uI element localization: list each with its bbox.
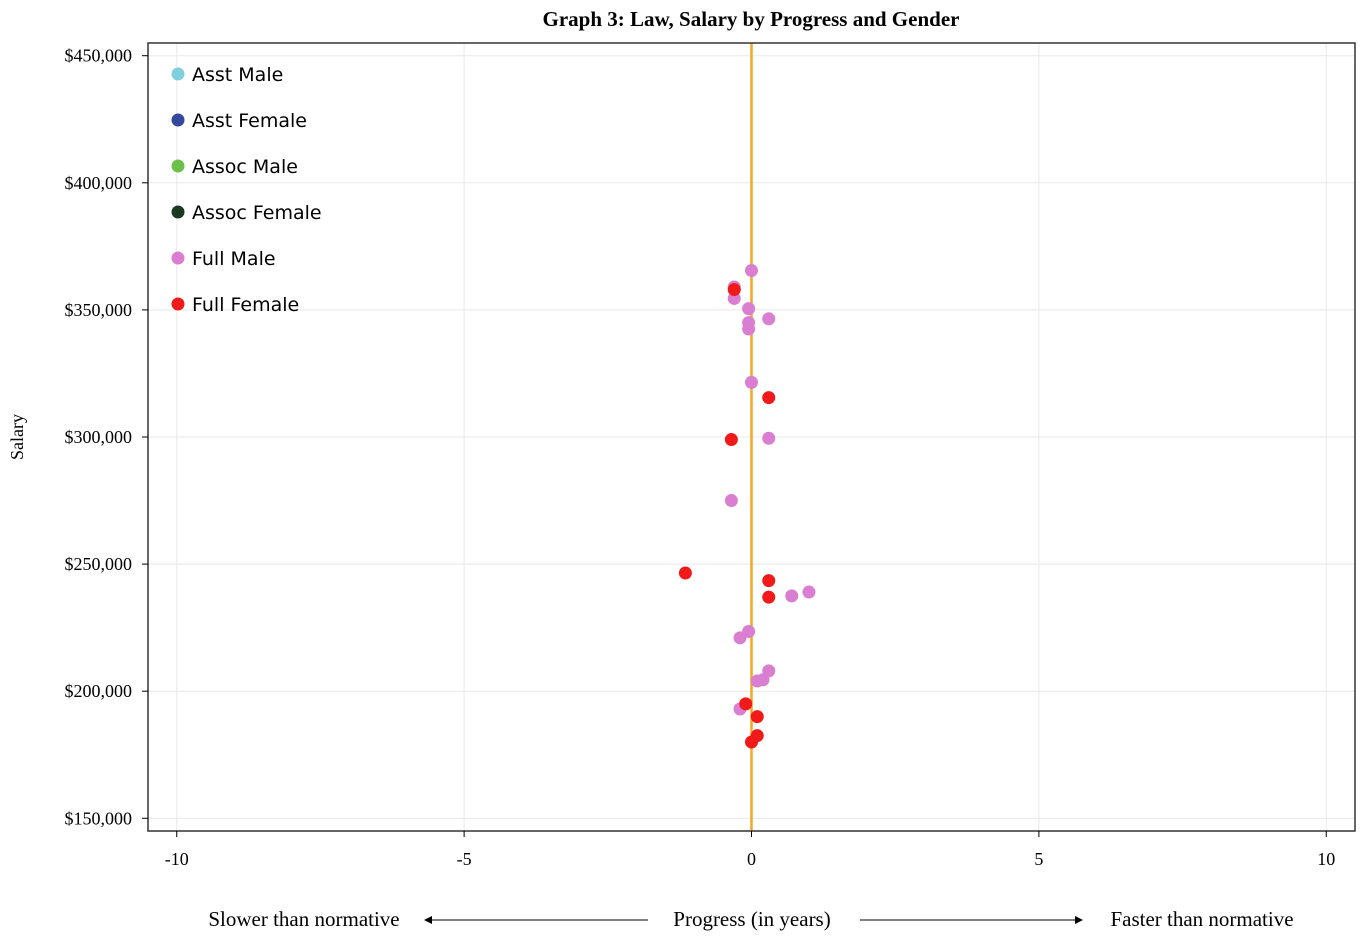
axis-ticks: -10 -5 0 5 10 $150,000 $200,000 $250,000 $300,00… — [65, 46, 1336, 869]
legend-label-asst-female: Asst Female — [192, 110, 307, 132]
point-full-male — [733, 631, 747, 645]
point-full-female — [739, 697, 753, 711]
x-tick-label: 5 — [1034, 849, 1043, 869]
legend: Asst Male Asst Female Assoc Male Assoc Fema… — [171, 64, 322, 316]
legend-label-asst-male: Asst Male — [192, 64, 283, 86]
x-tick-label: 0 — [747, 849, 756, 869]
y-tick-label: $450,000 — [65, 46, 133, 66]
legend-marker-full-female — [171, 297, 185, 311]
point-full-female — [678, 566, 692, 580]
x-axis-label-group: Slower than normative Progress (in years… — [208, 907, 1293, 931]
x-tick-label: -10 — [165, 849, 189, 869]
y-tick-label: $350,000 — [65, 300, 133, 320]
point-full-male — [742, 302, 756, 316]
point-full-male — [750, 674, 764, 688]
y-tick-label: $300,000 — [65, 427, 133, 447]
legend-marker-assoc-female — [171, 205, 185, 219]
point-full-male — [745, 375, 758, 389]
data-points — [678, 264, 816, 749]
legend-label-assoc-male: Assoc Male — [192, 156, 298, 178]
y-tick-label: $250,000 — [65, 554, 133, 574]
legend-marker-asst-female — [171, 113, 185, 127]
point-full-female — [762, 590, 776, 604]
y-tick-label: $150,000 — [65, 808, 133, 828]
legend-marker-full-male — [171, 251, 185, 265]
point-full-male — [785, 589, 799, 603]
point-full-male — [727, 291, 741, 305]
right-arrow-head — [1075, 916, 1083, 924]
x-tick-label: 10 — [1317, 849, 1335, 869]
x-axis-label: Progress (in years) — [673, 907, 830, 931]
x-axis-label-left: Slower than normative — [208, 907, 399, 931]
legend-marker-assoc-male — [171, 159, 185, 173]
point-full-female — [762, 391, 776, 405]
point-full-male — [745, 264, 758, 278]
y-tick-label: $400,000 — [65, 173, 133, 193]
y-tick-label: $200,000 — [65, 681, 133, 701]
point-full-male — [762, 431, 776, 445]
legend-label-full-female: Full Female — [192, 294, 299, 316]
x-axis-label-right: Faster than normative — [1110, 907, 1293, 931]
point-full-female — [727, 283, 741, 297]
legend-label-assoc-female: Assoc Female — [192, 202, 322, 224]
point-full-female — [762, 574, 776, 588]
x-tick-label: -5 — [457, 849, 472, 869]
left-arrow-head — [424, 916, 432, 924]
point-full-female — [750, 710, 764, 724]
y-axis-label: Salary — [7, 414, 27, 460]
point-full-male — [742, 322, 756, 336]
point-full-male — [762, 312, 776, 326]
legend-marker-asst-male — [171, 67, 185, 81]
point-full-male — [724, 494, 738, 508]
point-full-female — [724, 433, 738, 447]
legend-label-full-male: Full Male — [192, 248, 276, 270]
point-full-male — [802, 585, 816, 599]
chart-title: Graph 3: Law, Salary by Progress and Gen… — [543, 7, 960, 31]
point-full-female — [745, 735, 758, 749]
